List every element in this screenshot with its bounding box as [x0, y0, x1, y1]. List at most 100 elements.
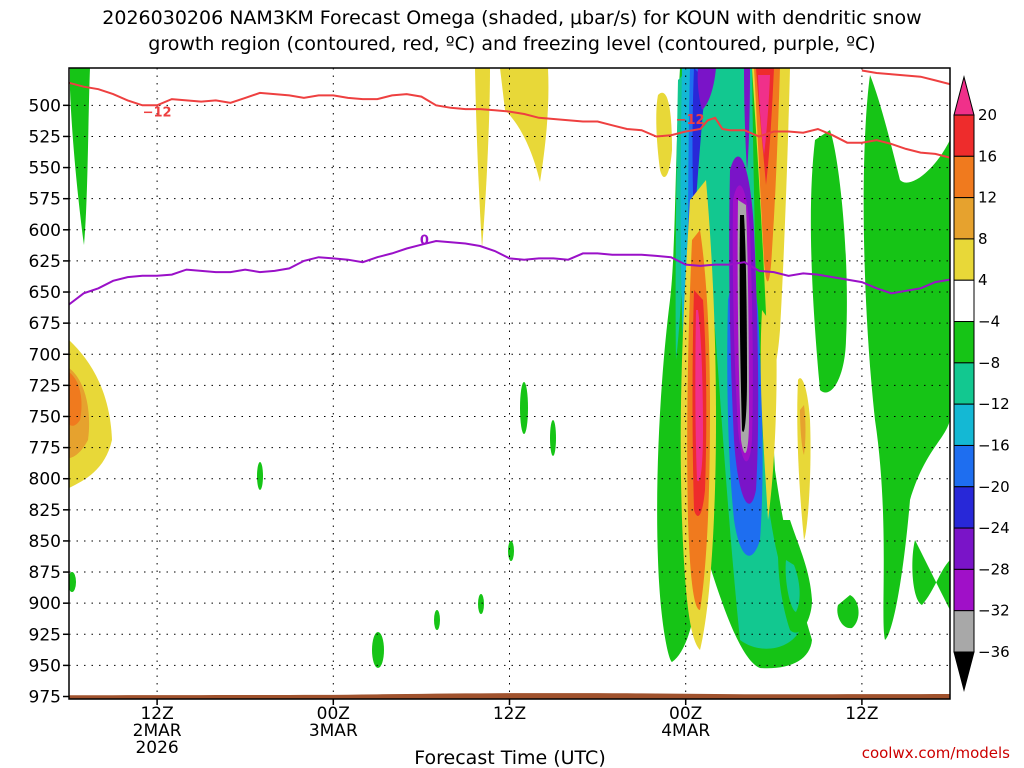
colorbar-segment: [953, 403, 975, 446]
omega-area-right-pink: [758, 75, 770, 155]
omega-area-left-peak: [69, 372, 82, 426]
omega-area-main-purple-top: [697, 68, 716, 110]
credit-link[interactable]: coolwx.com/models: [862, 744, 1010, 762]
x-tick-date: 2MAR: [133, 721, 182, 741]
colorbar-bottom-arrow: [953, 651, 975, 692]
colorbar-label: −24: [978, 519, 1010, 537]
omega-area-green-dot-7: [550, 420, 556, 456]
y-tick-label: 975: [29, 688, 61, 708]
colorbar-label: 4: [978, 271, 988, 289]
omega-area-green-dot-1: [257, 462, 263, 490]
colorbar-label: 20: [978, 106, 997, 124]
colorbar-label: −28: [978, 560, 1010, 578]
omega-area-left-top-green: [70, 68, 90, 245]
y-tick-label: 925: [29, 625, 61, 645]
omega-area-right-green-1: [810, 130, 847, 393]
colorbar-label: 8: [978, 230, 988, 248]
colorbar-top-arrow: [953, 75, 975, 116]
colorbar-label: 16: [978, 147, 997, 165]
contour-label-minus12-b: −12: [676, 113, 705, 128]
x-axis-label: Forecast Time (UTC): [414, 747, 605, 768]
omega-area-top-yellow-2: [500, 68, 549, 182]
contour-label-zero: 0: [420, 234, 429, 249]
colorbar: 20 16 12 8 4 −4 −8 −12 −16 −20 −24 −28 −32 −36: [953, 75, 1010, 692]
y-tick-label: 600: [29, 221, 61, 241]
colorbar-label: −36: [978, 643, 1010, 661]
colorbar-segment: [953, 321, 975, 364]
omega-area-right-green-2: [863, 75, 950, 640]
y-tick-label: 825: [29, 501, 61, 521]
omega-area-purple-strip: [744, 68, 750, 170]
y-tick-label: 775: [29, 439, 61, 459]
colorbar-segment: [953, 527, 975, 570]
colorbar-segment: [953, 362, 975, 405]
colorbar-label: 12: [978, 189, 997, 207]
omega-area-lower-mid-teal: [785, 560, 800, 612]
colorbar-segment: [953, 279, 975, 323]
chart-title-line1: 2026030206 NAM3KM Forecast Omega (shaded…: [102, 7, 921, 29]
omega-area-green-dot-6: [520, 382, 528, 434]
y-axis-ticks: 500 525 550 575 600 625 650 675 700 725 750 775 800 8…: [29, 96, 69, 708]
x-tick-date: 4MAR: [661, 721, 710, 741]
colorbar-segment: [953, 610, 975, 653]
y-tick-label: 500: [29, 96, 61, 116]
y-tick-label: 725: [29, 376, 61, 396]
y-tick-label: 875: [29, 563, 61, 583]
omega-area-green-dot-3: [434, 610, 440, 630]
colorbar-segment: [953, 486, 975, 529]
omega-area-negative-core: [739, 215, 747, 432]
omega-area-lower-right-yellow: [797, 378, 811, 540]
x-tick-label: 12Z: [845, 704, 878, 724]
x-tick-label: 00Z: [317, 704, 350, 724]
colorbar-label: −4: [978, 313, 1000, 331]
colorbar-label: −32: [978, 602, 1010, 620]
omega-area-right-yellow-lower: [760, 310, 777, 520]
omega-area-right-green-3: [912, 540, 950, 610]
omega-area-green-dot-2: [372, 632, 384, 668]
omega-area-positive-pink: [695, 310, 703, 482]
y-tick-label: 900: [29, 594, 61, 614]
terrain-fill: [69, 693, 950, 699]
omega-area-green-dot-5: [508, 541, 514, 561]
colorbar-segment: [953, 114, 975, 157]
x-tick-label: 00Z: [669, 704, 702, 724]
y-tick-label: 625: [29, 252, 61, 272]
y-tick-label: 525: [29, 127, 61, 147]
x-tick-label: 12Z: [140, 704, 173, 724]
x-tick-label: 12Z: [493, 704, 526, 724]
colorbar-segment: [953, 444, 975, 488]
y-tick-label: 700: [29, 345, 61, 365]
omega-area-green-dot-4: [478, 594, 484, 614]
colorbar-label: −16: [978, 436, 1010, 454]
chart-title-line2: growth region (contoured, red, ºC) and f…: [148, 33, 875, 55]
omega-area-main-blue: [688, 68, 706, 300]
y-tick-label: 750: [29, 407, 61, 427]
y-tick-label: 675: [29, 314, 61, 334]
omega-area-lower-right-orange: [800, 405, 806, 455]
colorbar-label: −20: [978, 478, 1010, 496]
contour-minus12-upper: [861, 69, 950, 86]
x-tick-year: 2026: [135, 738, 178, 758]
omega-area-right-green-4: [837, 595, 859, 629]
colorbar-segment: [953, 197, 975, 240]
x-tick-date: 3MAR: [309, 721, 358, 741]
y-tick-label: 650: [29, 283, 61, 303]
y-tick-label: 550: [29, 159, 61, 179]
y-tick-label: 575: [29, 190, 61, 210]
omega-area-top-yellow-1: [475, 68, 490, 248]
contour-freezing-level: [69, 239, 950, 306]
colorbar-segment: [953, 568, 975, 612]
y-tick-label: 950: [29, 656, 61, 676]
y-tick-label: 850: [29, 532, 61, 552]
x-gridlines: [156, 68, 863, 699]
colorbar-segment: [953, 238, 975, 281]
colorbar-segment: [953, 155, 975, 199]
omega-area-green-dot-8: [69, 572, 76, 592]
colorbar-label: −8: [978, 354, 1000, 372]
omega-shading: [69, 68, 950, 669]
y-tick-label: 800: [29, 470, 61, 490]
contour-label-minus12-a: −12: [143, 106, 172, 121]
colorbar-label: −12: [978, 395, 1010, 413]
